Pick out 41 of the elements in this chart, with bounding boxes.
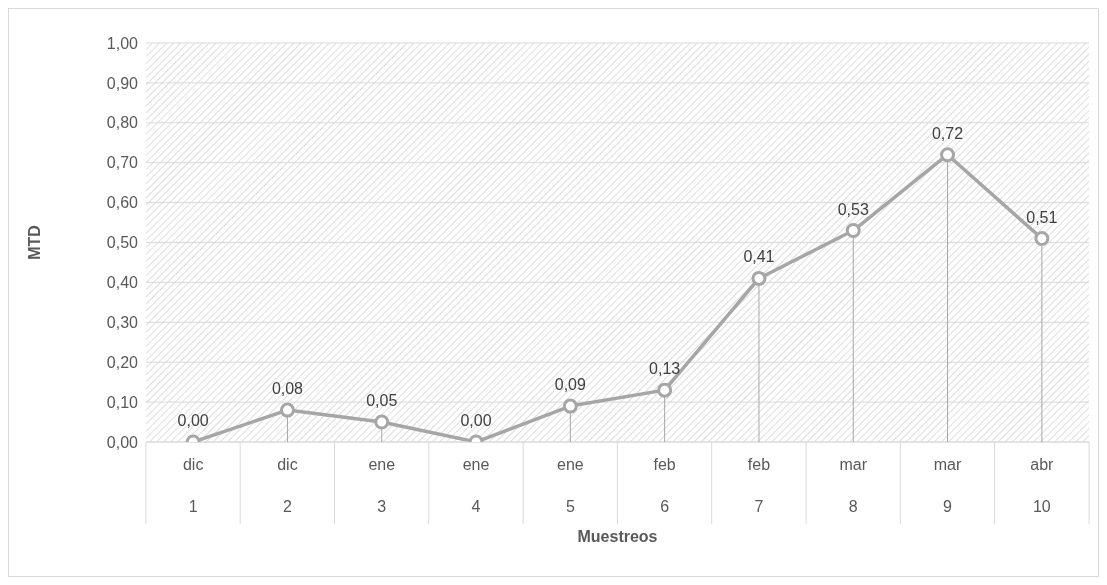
data-label: 0,05: [366, 392, 398, 410]
category-label: ene 4: [462, 456, 490, 515]
category-label: ene 3: [368, 456, 396, 515]
y-axis-title: MTD: [25, 225, 43, 260]
category-label: feb 6: [653, 456, 676, 515]
data-label: 0,00: [460, 412, 492, 429]
y-tick-label: 0,40: [106, 274, 139, 292]
category-label: dic 1: [182, 456, 204, 515]
category-label: dic 2: [277, 456, 298, 515]
data-label: 0,53: [837, 200, 869, 218]
point: [562, 398, 578, 414]
data-label: 0,09: [554, 376, 587, 394]
data-label: 0,51: [1026, 208, 1058, 226]
category-label: ene 5: [557, 456, 584, 515]
y-tick-label: 0,30: [106, 313, 139, 331]
y-tick-label: 0,70: [106, 154, 139, 172]
category-label: mar 9: [933, 456, 962, 515]
point: [657, 382, 673, 398]
category-label: feb 7: [747, 456, 771, 515]
point: [940, 147, 956, 163]
y-tick-label: 0,10: [106, 393, 139, 411]
y-tick-label: 1,00: [106, 34, 139, 52]
point: [279, 402, 295, 418]
point: [1034, 231, 1050, 247]
point: [374, 414, 390, 430]
y-tick-label: 0,50: [106, 234, 139, 252]
y-tick-label: 0,00: [106, 433, 139, 451]
data-label: 0,00: [177, 412, 209, 429]
y-tick-label: 0,20: [106, 353, 139, 371]
y-tick-label: 0,80: [106, 114, 139, 132]
x-axis-title: Muestreos: [577, 528, 658, 545]
data-label: 0,08: [271, 380, 304, 398]
y-tick-label: 0,90: [106, 74, 139, 92]
data-label: 0,13: [649, 360, 681, 378]
data-label: 0,72: [931, 124, 964, 142]
point: [845, 223, 861, 239]
category-label: abr 10: [1030, 456, 1054, 515]
category-label: mar 8: [839, 456, 868, 515]
data-label: 0,41: [743, 248, 775, 266]
y-tick-label: 0,60: [106, 194, 139, 212]
point: [751, 270, 767, 286]
